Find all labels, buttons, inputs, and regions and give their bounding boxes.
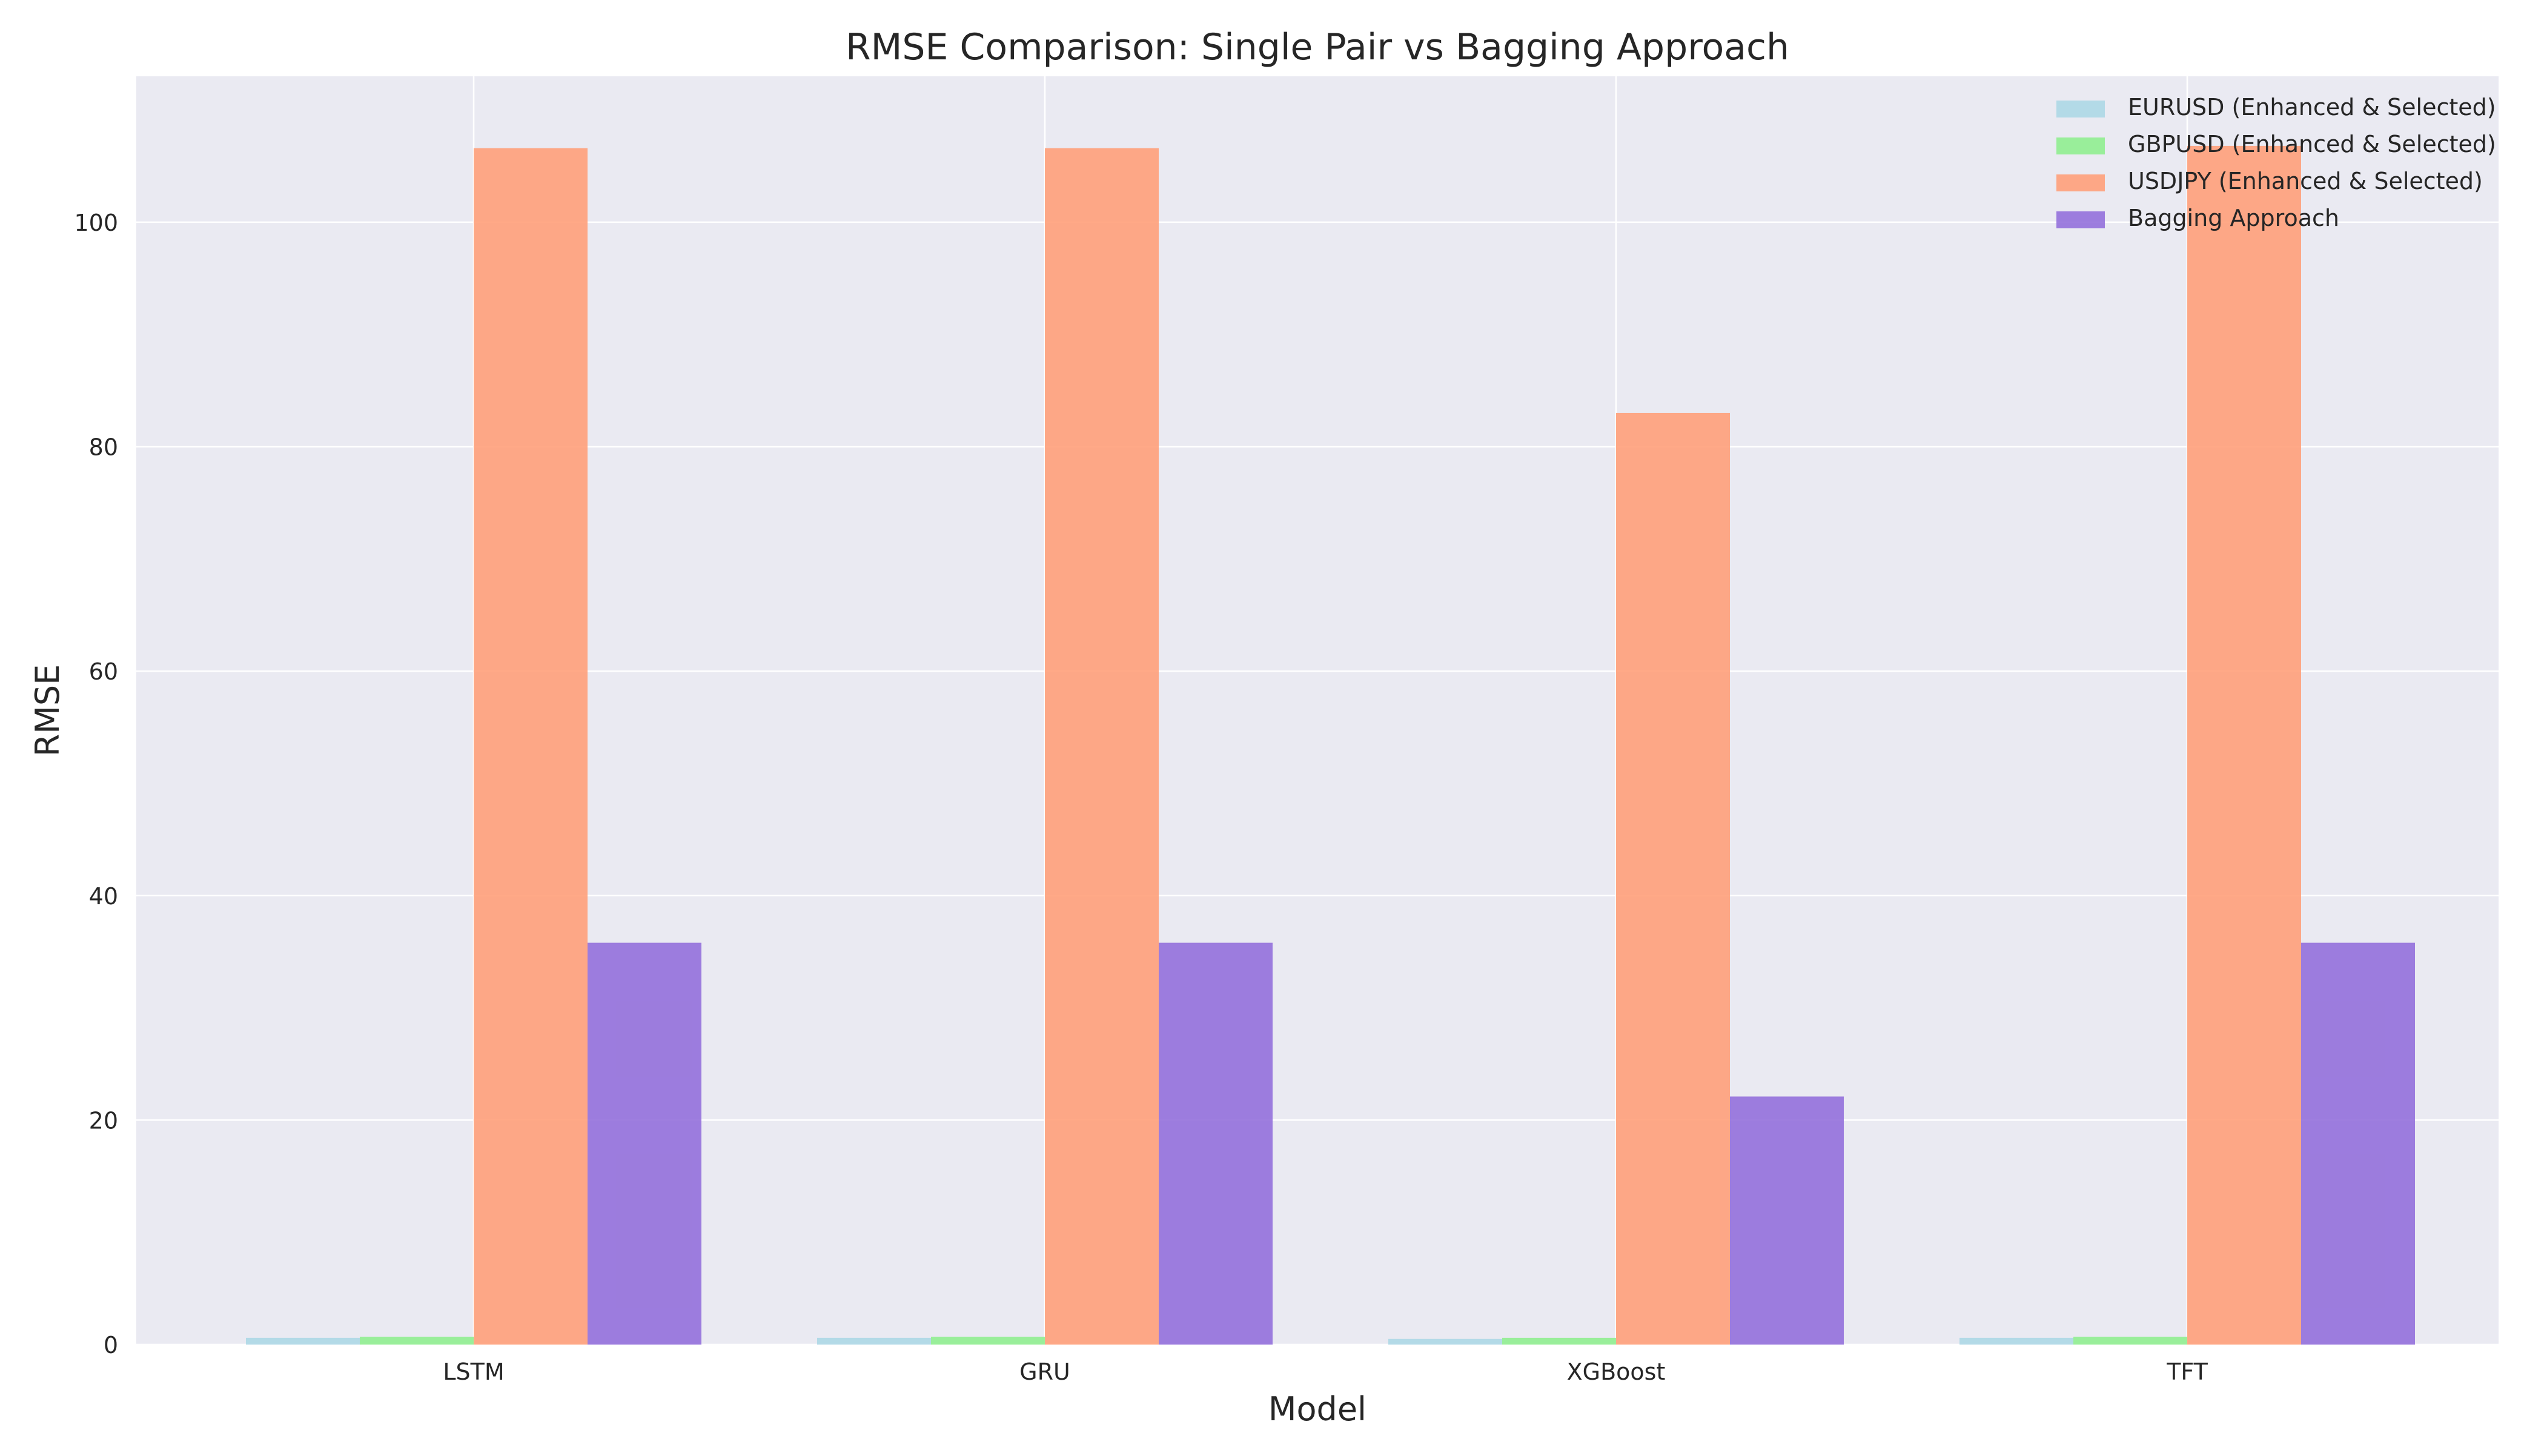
x-tick-label: LSTM [443, 1358, 504, 1385]
bar [2187, 145, 2301, 1345]
bar [1502, 1337, 1616, 1345]
y-tick-label: 60 [89, 658, 118, 685]
bar [474, 148, 588, 1345]
legend: EURUSD (Enhanced & Selected) GBPUSD (Enha… [2056, 94, 2496, 231]
bar [1616, 412, 1730, 1345]
x-tick-label: TFT [2166, 1358, 2208, 1385]
legend-swatch [2056, 174, 2105, 191]
legend-label: Bagging Approach [2128, 205, 2339, 231]
y-tick-label: 80 [89, 434, 118, 461]
y-axis-label: RMSE [28, 664, 67, 757]
y-tick-label: 40 [89, 883, 118, 910]
chart-title: RMSE Comparison: Single Pair vs Bagging … [846, 26, 1789, 68]
y-tick-label: 0 [104, 1332, 118, 1358]
x-tick-label: XGBoost [1567, 1358, 1666, 1385]
legend-label: USDJPY (Enhanced & Selected) [2128, 168, 2483, 194]
bar [1159, 942, 1273, 1345]
bar [1388, 1339, 1502, 1345]
bar [588, 942, 701, 1345]
x-tick-label: GRU [1019, 1358, 1070, 1385]
axes-layer: 0 20 40 60 80 100 LSTM GRU XGBoost TFT [74, 210, 2208, 1385]
bar [1730, 1096, 1844, 1345]
bar [2301, 942, 2415, 1345]
legend-swatch [2056, 137, 2105, 154]
bar [817, 1337, 931, 1345]
x-axis-label: Model [1268, 1390, 1366, 1428]
legend-label: GBPUSD (Enhanced & Selected) [2128, 131, 2496, 157]
y-tick-label: 20 [89, 1107, 118, 1134]
bar [246, 1337, 360, 1345]
bar [931, 1337, 1045, 1345]
bars-layer [246, 145, 2415, 1345]
bar [1045, 148, 1159, 1345]
legend-label: EURUSD (Enhanced & Selected) [2128, 94, 2496, 121]
bar [1959, 1337, 2073, 1345]
y-tick-label: 100 [74, 210, 118, 236]
bar [2073, 1337, 2187, 1345]
bar [360, 1337, 474, 1345]
legend-swatch [2056, 211, 2105, 228]
legend-swatch [2056, 101, 2105, 117]
